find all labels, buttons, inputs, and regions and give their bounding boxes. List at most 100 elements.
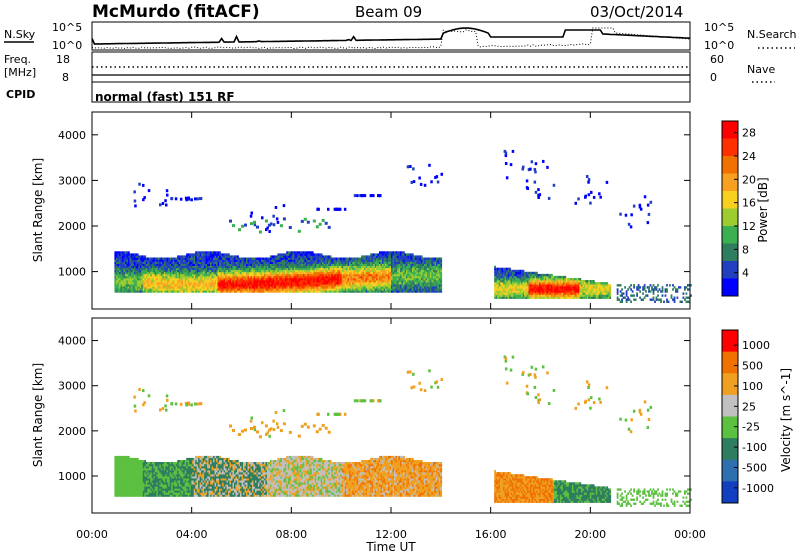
power-cell: [277, 259, 280, 262]
power-cell: [408, 275, 411, 279]
power-cell: [183, 290, 185, 293]
power-cell: [419, 290, 422, 293]
power-cell: [120, 263, 123, 266]
power-cell: [434, 290, 437, 293]
power-cell: [210, 286, 212, 289]
power-cell: [298, 273, 301, 277]
power-cell: [522, 282, 525, 285]
power-cell: [417, 255, 420, 258]
power-cell: [388, 267, 390, 271]
power-cell: [367, 284, 369, 287]
power-cell: [290, 282, 293, 285]
power-cell: [408, 278, 411, 281]
power-cell: [147, 257, 150, 260]
power-cell: [144, 265, 147, 269]
power-cell: [334, 273, 336, 277]
power-cell: [507, 288, 510, 291]
power-cell: [217, 288, 220, 291]
power-cell: [539, 296, 541, 299]
power-cell: [190, 259, 193, 262]
power-cell: [512, 275, 514, 279]
power-cell: [133, 273, 136, 277]
power-cell: [195, 261, 197, 264]
power-cell: [207, 257, 209, 260]
power-cell: [334, 257, 336, 260]
power-cell: [126, 259, 129, 262]
power-cell: [367, 273, 369, 277]
power-cell: [307, 251, 310, 254]
power-cell: [429, 261, 432, 264]
power-cell: [513, 269, 516, 273]
power-cell: [431, 263, 434, 266]
power-cell: [126, 284, 129, 287]
power-cell: [323, 259, 326, 262]
power-cell: [181, 269, 184, 273]
power-cell: [332, 259, 335, 262]
power-cell: [299, 278, 302, 281]
power-cell: [272, 257, 275, 260]
power-cell: [377, 288, 380, 291]
power-cell: [240, 288, 242, 291]
power-cell: [189, 257, 191, 260]
power-cell: [307, 263, 310, 266]
power-cell: [275, 288, 278, 291]
power-cell: [231, 282, 233, 285]
power-cell: [196, 284, 199, 287]
power-cell: [157, 280, 160, 283]
power-cell: [521, 269, 523, 273]
power-cell: [235, 259, 238, 262]
power-cell: [222, 282, 224, 285]
power-cell: [305, 284, 308, 287]
power-cell: [130, 261, 133, 264]
power-cell: [120, 284, 123, 287]
power-cell: [548, 273, 550, 277]
power-cell: [519, 273, 522, 277]
power-cell: [419, 255, 422, 258]
power-cell: [307, 273, 310, 277]
power-cell: [616, 296, 619, 299]
power-cell: [207, 263, 209, 266]
power-cell: [244, 265, 247, 269]
power-cell: [147, 267, 150, 271]
power-cell: [371, 290, 374, 293]
power-cell: [341, 275, 344, 279]
power-cell: [243, 257, 245, 260]
power-cell: [379, 275, 381, 279]
power-cell: [202, 288, 205, 291]
power-cell: [151, 257, 154, 260]
power-cell: [597, 288, 600, 291]
power-cell: [153, 265, 156, 269]
power-cell: [564, 294, 567, 297]
power-cell: [144, 286, 147, 289]
power-cell: [201, 271, 203, 275]
power-cell: [386, 271, 389, 275]
power-cell: [132, 253, 135, 256]
power-cell: [406, 282, 408, 285]
power-cell: [527, 294, 529, 297]
power-cell: [494, 294, 496, 297]
power-cell: [250, 280, 253, 283]
power-cell: [132, 282, 135, 285]
power-cell: [543, 292, 546, 295]
power-cell: [252, 284, 254, 287]
power-cell: [259, 269, 262, 273]
power-cell: [413, 269, 416, 273]
power-cell: [189, 271, 191, 275]
power-cell: [129, 261, 132, 264]
power-cell: [225, 273, 227, 277]
power-cell: [350, 267, 353, 271]
power-cell: [500, 292, 502, 295]
power-cell: [335, 282, 338, 285]
power-cell: [494, 278, 496, 281]
power-cell: [160, 288, 163, 291]
power-cell: [397, 265, 399, 269]
power-cell: [377, 255, 380, 258]
power-cell: [243, 269, 245, 273]
power-cell: [129, 269, 132, 273]
power-cell: [367, 278, 369, 281]
power-cell: [385, 263, 387, 266]
power-cell: [115, 286, 118, 289]
power-cell: [395, 257, 398, 260]
power-cell: [507, 294, 510, 297]
power-cell: [356, 275, 359, 279]
